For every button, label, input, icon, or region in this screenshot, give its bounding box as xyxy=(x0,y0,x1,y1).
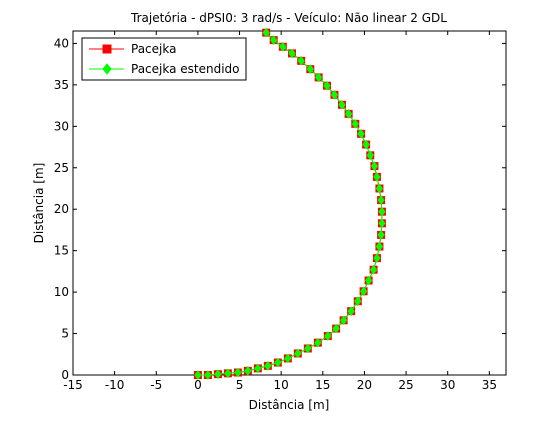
point-pacejka-estendido xyxy=(204,370,212,380)
point-pacejka-estendido xyxy=(324,331,332,341)
y-ticks: 0 5 10 15 20 25 30 35 40 xyxy=(54,36,506,382)
point-pacejka-estendido xyxy=(294,348,302,359)
y-tick-label: 30 xyxy=(54,119,69,133)
y-tick-label: 10 xyxy=(54,285,69,299)
legend: Pacejka Pacejka estendido xyxy=(81,37,247,81)
point-pacejka-estendido xyxy=(306,64,314,74)
point-pacejka-estendido xyxy=(375,183,384,194)
x-axis-label: Distância [m] xyxy=(249,398,330,412)
point-pacejka-estendido xyxy=(373,253,381,263)
legend-label-pacejka-estendido: Pacejka estendido xyxy=(131,62,240,76)
point-pacejka-estendido xyxy=(340,315,348,326)
point-pacejka-estendido xyxy=(264,361,272,371)
point-pacejka-estendido xyxy=(338,99,346,110)
plot-area xyxy=(72,30,507,376)
point-pacejka-estendido xyxy=(244,366,252,376)
point-pacejka-estendido xyxy=(364,275,373,286)
y-tick-label: 0 xyxy=(61,368,69,382)
point-pacejka-estendido xyxy=(378,218,386,229)
chart-title: Trajetória - dPSI0: 3 rad/s - Veículo: N… xyxy=(130,11,447,25)
x-tick-label: 25 xyxy=(398,378,413,392)
y-tick-label: 35 xyxy=(54,78,69,92)
point-pacejka-estendido xyxy=(359,286,368,297)
point-pacejka-estendido xyxy=(194,370,202,380)
point-pacejka-estendido xyxy=(347,306,355,317)
x-tick-label: 5 xyxy=(236,378,244,392)
x-tick-label: 30 xyxy=(440,378,455,392)
y-tick-label: 40 xyxy=(54,36,69,50)
point-pacejka-estendido xyxy=(314,337,322,348)
y-tick-label: 15 xyxy=(54,244,69,258)
x-tick-label: -10 xyxy=(105,378,125,392)
point-pacejka-estendido xyxy=(224,368,232,379)
point-pacejka-estendido xyxy=(378,206,386,217)
point-pacejka-estendido xyxy=(366,150,374,161)
point-pacejka-estendido xyxy=(362,139,370,150)
point-pacejka-estendido xyxy=(284,353,292,364)
point-pacejka-estendido xyxy=(354,296,362,307)
point-pacejka-estendido xyxy=(297,56,305,66)
legend-marker-pacejka xyxy=(102,44,112,54)
point-pacejka-estendido xyxy=(234,367,242,378)
point-pacejka-estendido xyxy=(369,264,378,275)
point-pacejka-estendido xyxy=(270,35,278,45)
point-pacejka-estendido xyxy=(377,195,385,205)
y-axis-label: Distância [m] xyxy=(32,163,46,244)
point-pacejka-estendido xyxy=(330,89,339,100)
point-pacejka-estendido xyxy=(288,48,296,59)
point-pacejka-estendido xyxy=(274,357,282,368)
point-pacejka-estendido xyxy=(315,72,323,83)
point-pacejka-estendido xyxy=(370,161,379,171)
point-pacejka-estendido xyxy=(304,343,312,354)
point-pacejka-estendido xyxy=(279,41,287,52)
series-layer xyxy=(193,27,386,380)
point-pacejka-estendido xyxy=(377,230,385,240)
point-pacejka-estendido xyxy=(373,172,381,182)
x-tick-label: 20 xyxy=(357,378,372,392)
point-pacejka-estendido xyxy=(344,109,353,119)
point-pacejka-estendido xyxy=(375,241,384,252)
legend-marker-pacejka-estendido xyxy=(102,63,112,75)
y-tick-label: 5 xyxy=(61,327,69,341)
point-pacejka-estendido xyxy=(351,119,359,129)
x-tick-label: 0 xyxy=(194,378,202,392)
legend-box xyxy=(81,37,247,81)
point-pacejka-estendido xyxy=(357,128,365,139)
x-tick-label: 10 xyxy=(274,378,289,392)
x-tick-label: 15 xyxy=(315,378,330,392)
point-pacejka-estendido xyxy=(214,369,222,380)
y-tick-label: 25 xyxy=(54,161,69,175)
y-tick-label: 20 xyxy=(54,202,69,216)
point-pacejka-estendido xyxy=(332,323,340,334)
point-pacejka-estendido xyxy=(323,80,331,91)
legend-label-pacejka: Pacejka xyxy=(131,42,176,56)
x-tick-label: -5 xyxy=(150,378,162,392)
x-tick-label: -15 xyxy=(63,378,83,392)
point-pacejka-estendido xyxy=(262,27,270,38)
x-tick-label: 35 xyxy=(482,378,497,392)
point-pacejka-estendido xyxy=(254,363,262,374)
